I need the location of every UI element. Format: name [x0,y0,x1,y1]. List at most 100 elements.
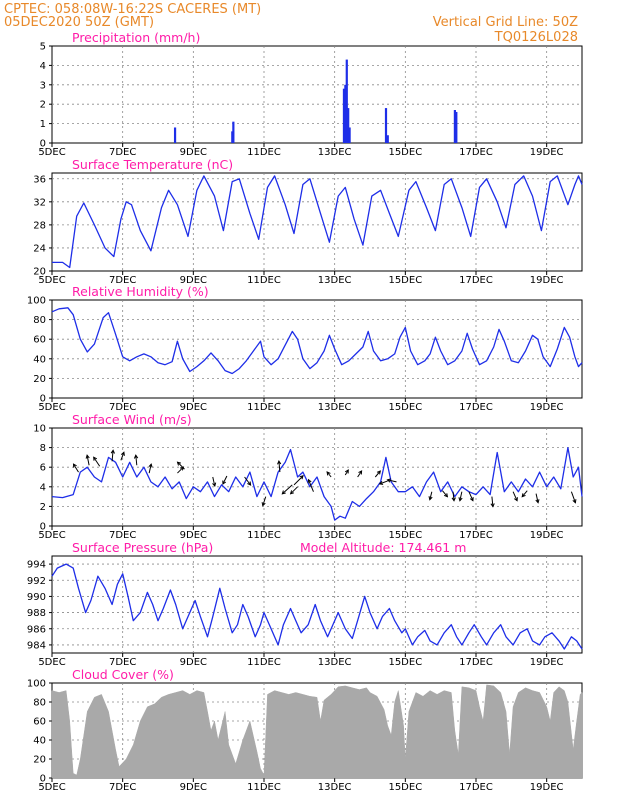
panel4-wind-arrow-5 [135,455,138,466]
panel1-xtick-label-6: 17DEC [459,147,493,158]
panel6-title: Cloud Cover (%) [72,667,174,682]
panel4-wind-arrowhead-28 [469,497,474,502]
panel4-xtick-label-3: 11DEC [247,530,281,541]
panel1-xtick-label-0: 5DEC [38,147,65,158]
panel4-wind-arrow-26 [452,491,455,501]
panel4-wind-arrowhead-0 [72,463,77,468]
panel5-ytick-label-1: 986 [27,624,46,635]
header-location: CPTEC: 058:08W-16:22S CACERES (MT) [4,2,261,17]
panel1-frame [51,45,583,144]
panel1-ytick-label-4: 4 [40,61,46,72]
panels-group: 0 1 2 3 4 5 5DEC 7DEC 9DEC 11DEC 13DEC 15DEC 17DEC 19… [27,30,583,793]
panel1-bar-10 [453,110,456,143]
panel3-ytick-label-2: 40 [33,354,46,365]
panel4-ytick-label-0: 0 [40,522,46,533]
panel4-wind-arrow-8 [177,461,185,470]
panel2-ytick-label-0: 20 [33,267,46,278]
panel5-title: Surface Pressure (hPa) [72,540,213,555]
panel1-ytick-label-1: 1 [40,119,46,130]
panel4-xtick-label-0: 5DEC [38,530,65,541]
panel1-xtick-label-2: 9DEC [180,147,207,158]
panel4-wind-arrowhead-24 [428,496,433,501]
panel4-wind-arrow-13 [278,461,281,473]
panel3-xtick-label-7: 19DEC [530,402,564,413]
panel4-wind-arrow-4 [120,452,125,461]
panel5-xtick-label-0: 5DEC [38,657,65,668]
panel4-wind-arrow-28 [468,491,474,501]
panel2-series-line [52,175,583,269]
panel6-xtick-label-6: 17DEC [459,782,493,793]
panel4-wind-arrowhead-25 [444,493,449,498]
panel5-xtick-label-5: 15DEC [388,657,422,668]
panel3-xtick-label-1: 7DEC [109,402,136,413]
panel5-ytick-label-0: 984 [27,640,46,651]
panel4-wind-arrow-2 [93,456,101,467]
panel4-wind-arrowhead-17 [307,478,312,484]
panel1-bar-8 [384,108,388,143]
panel4-wind-arrowhead-20 [358,470,363,475]
panel4-wind-arrowhead-21 [376,470,381,475]
panel4-wind-arrowhead-33 [572,499,577,504]
panel4-wind-arrowhead-23 [386,478,392,483]
panel3-title: Relative Humidity (%) [72,284,209,299]
panel6-xtick-label-7: 19DEC [530,782,564,793]
panel4-xtick-label-5: 15DEC [388,530,422,541]
panel5-xtick-label-3: 11DEC [247,657,281,668]
panel4-xtick-label-4: 13DEC [318,530,352,541]
panel4-wind-arrowhead-19 [344,469,349,474]
panel4-ytick-label-3: 6 [40,463,46,474]
panel4-wind-arrow-27 [459,491,463,501]
panel1-bar-7 [348,127,351,143]
panel4-wind-arrow-24 [429,491,433,500]
panel4-wind-arrow-12 [262,496,267,506]
panel4-wind-arrow-17 [308,479,314,492]
panel4-wind-arrow-7 [177,466,184,474]
panel4-wind-arrowhead-22 [378,480,384,485]
panel1-bar-9 [386,135,389,143]
panel4-wind-arrow-20 [357,470,363,478]
panel4-wind-arrow-31 [521,490,528,498]
panel4-wind-arrowhead-29 [490,503,495,508]
panel2-xtick-label-7: 19DEC [530,275,564,286]
panel4-wind-arrow-6 [148,463,152,474]
panel1-bar-2 [232,121,235,143]
panel4-wind-arrowhead-2 [93,456,98,461]
panel4-wind-arrowhead-30 [513,497,518,502]
panel5-frame [51,555,583,654]
panel4-wind-arrowhead-3 [110,449,115,454]
panel4-wind-arrowhead-6 [148,463,153,468]
panel4-wind-arrowhead-4 [120,451,125,456]
panel3-xtick-label-4: 13DEC [318,402,352,413]
panel3-xtick-label-0: 5DEC [38,402,65,413]
panel2-xtick-label-5: 15DEC [388,275,422,286]
panel2-xtick-label-2: 9DEC [180,275,207,286]
panel4-ytick-label-2: 4 [40,482,46,493]
panel2-ytick-label-3: 32 [33,197,46,208]
panel1-bar-4 [344,84,347,143]
panel1-bar-0 [173,127,177,143]
panel4-xtick-label-2: 9DEC [180,530,207,541]
panel2-xtick-label-1: 7DEC [109,275,136,286]
panel4-wind-arrow-10 [222,475,228,485]
panel4-series-line [51,446,583,521]
panel5-xtick-label-4: 13DEC [318,657,352,668]
panel3-ytick-label-4: 80 [33,315,46,326]
panel4-wind-arrowhead-16 [289,490,295,495]
panel1-xtick-label-4: 13DEC [318,147,352,158]
panel4-wind-arrow-25 [442,490,448,498]
panel3-ytick-label-0: 0 [40,394,46,405]
panel6-cloud-area [51,684,583,779]
panel4-wind-arrow-32 [535,493,539,503]
panel4-wind-arrowhead-1 [85,454,90,459]
header-grid-note: Vertical Grid Line: 50Z [433,15,578,30]
panel1-ytick-label-5: 5 [40,42,46,53]
panel5-ytick-label-2: 988 [27,608,46,619]
panel4-wind-arrowhead-13 [277,460,282,465]
panel2-xtick-label-6: 17DEC [459,275,493,286]
panel1-ytick-label-3: 3 [40,80,46,91]
panel3-series-line [51,307,583,375]
panel4-wind-arrowhead-12 [261,502,266,507]
panel4-wind-arrowhead-32 [535,499,540,504]
panel4-wind-arrowhead-27 [458,497,463,502]
